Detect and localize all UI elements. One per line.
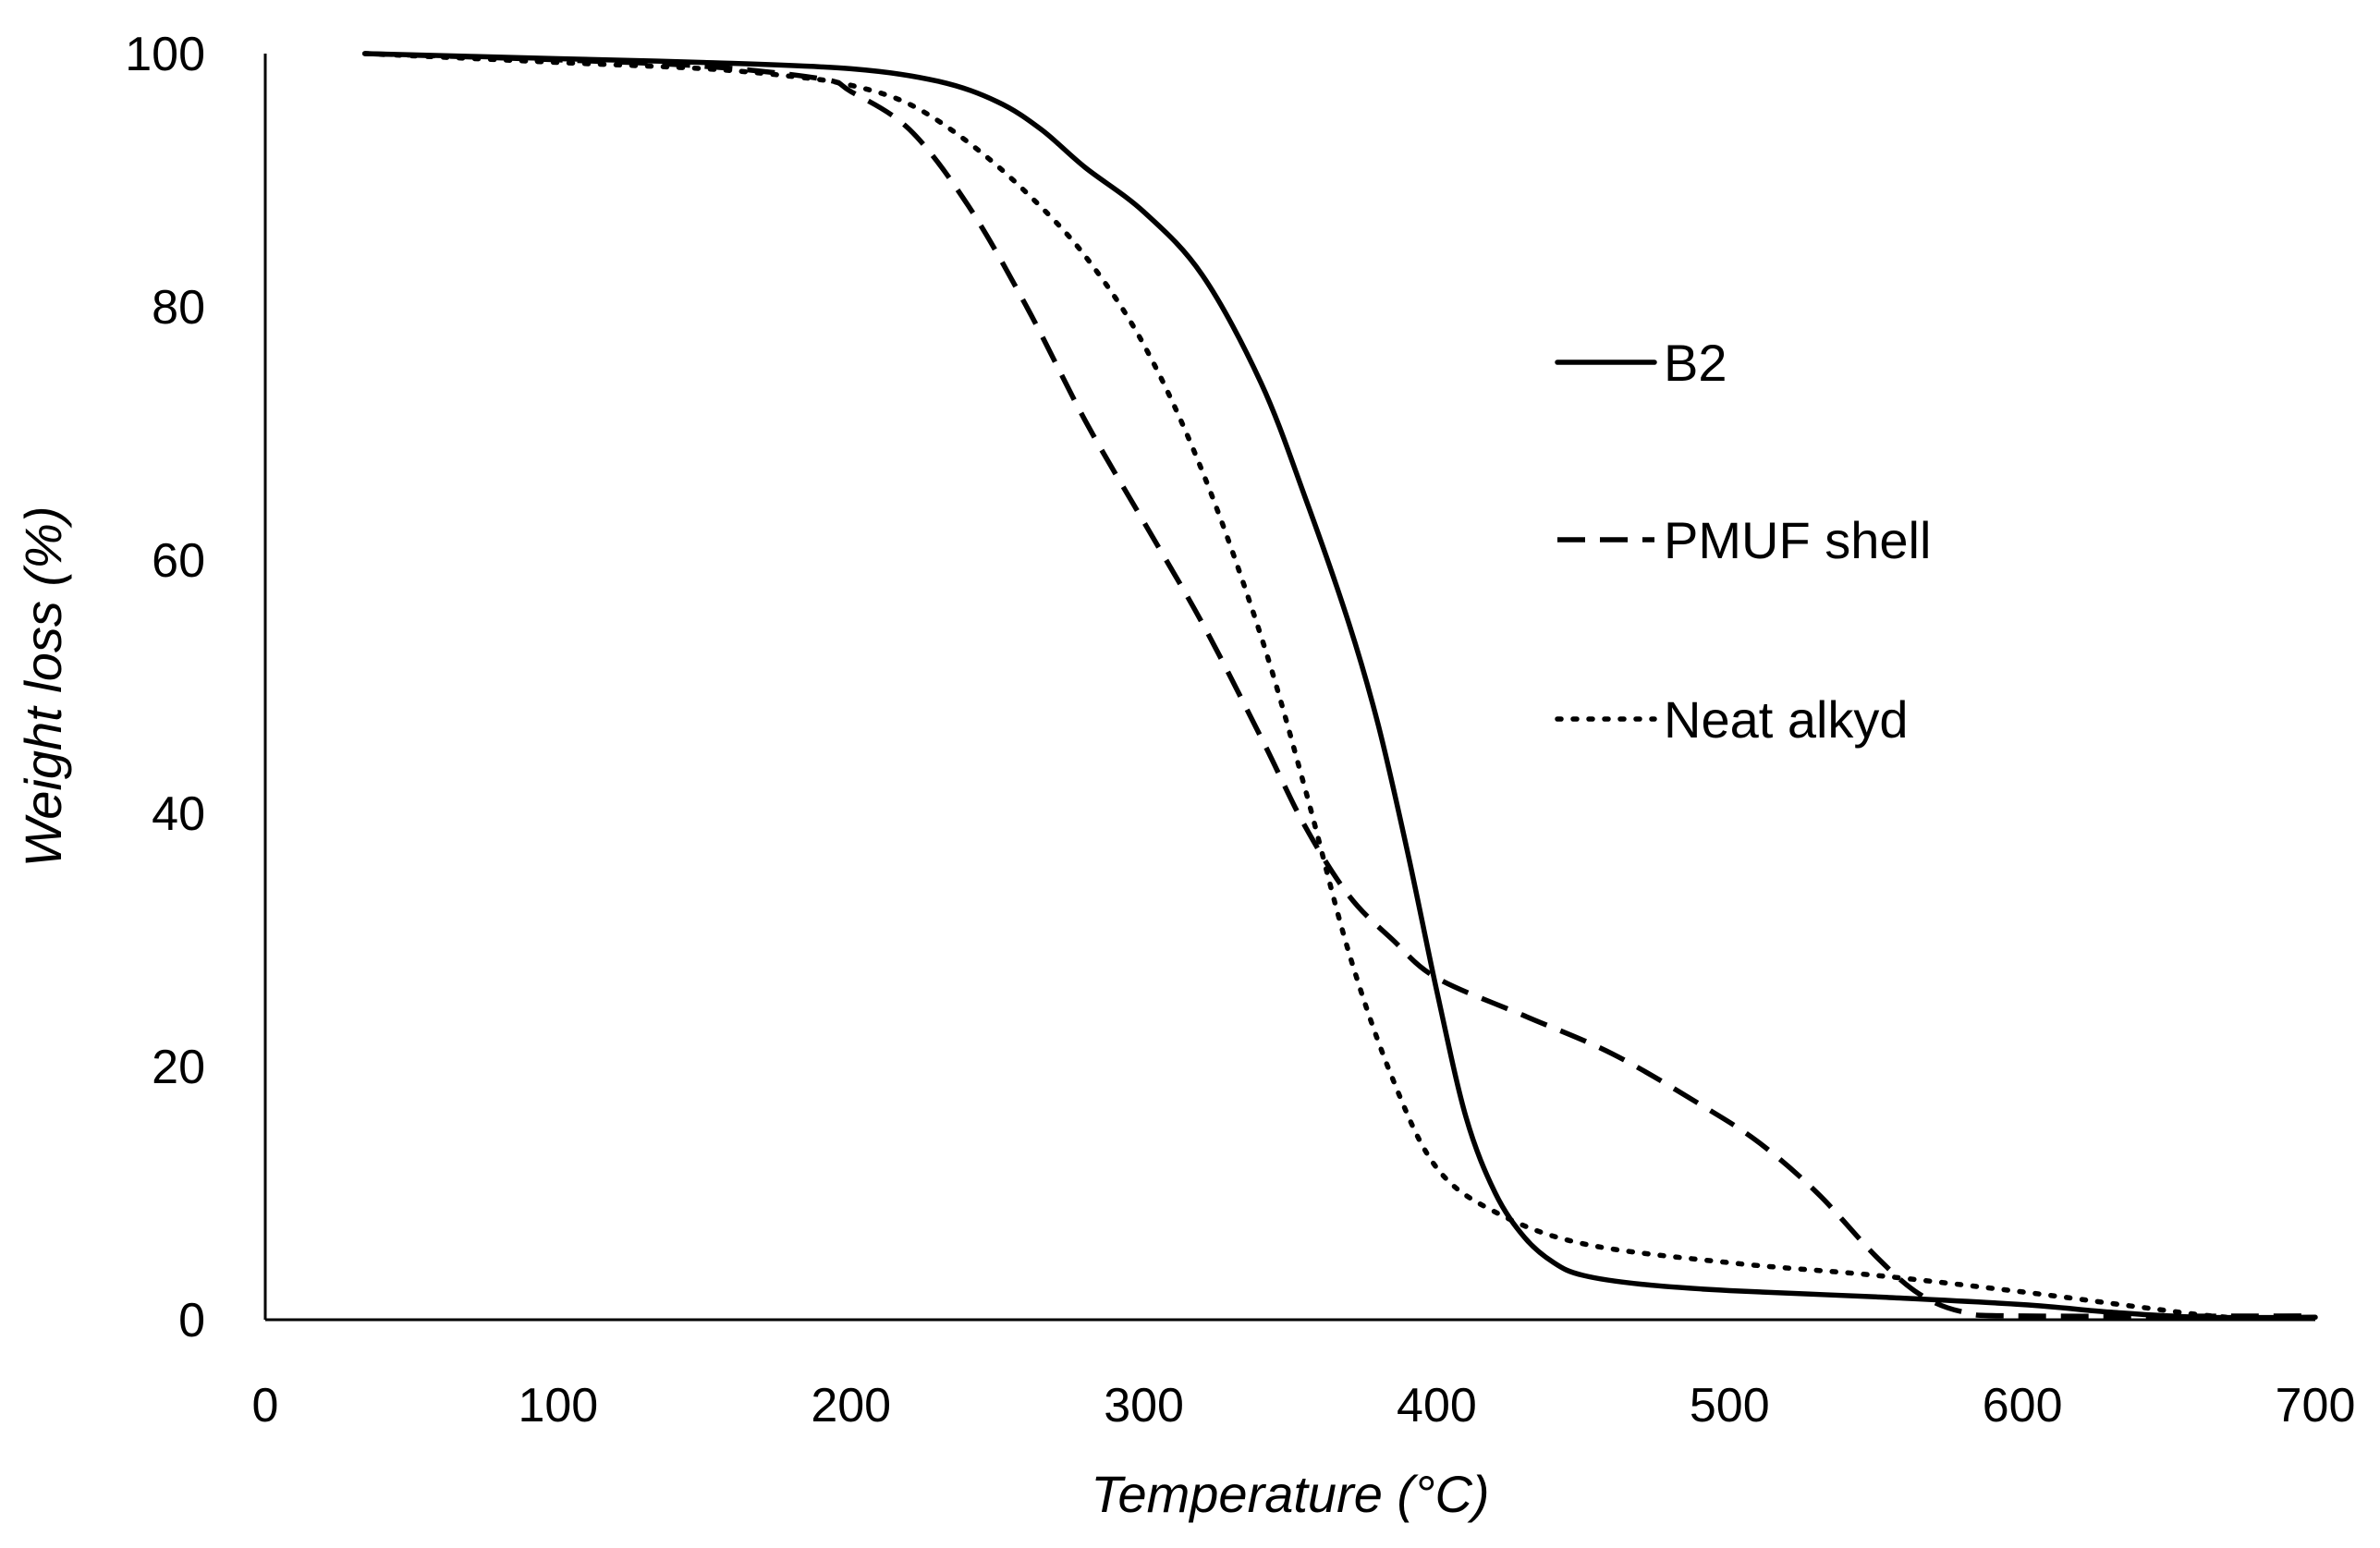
y-tick-label: 0 <box>178 1294 205 1347</box>
y-tick-label: 80 <box>152 281 205 335</box>
x-tick-label: 400 <box>1397 1379 1477 1432</box>
x-axis-ticks: 0 100 200 300 400 500 600 700 <box>252 1379 2356 1432</box>
series-line-neat-alkyd <box>361 51 2318 1322</box>
legend-label: PMUF shell <box>1664 511 1931 569</box>
y-tick-label: 40 <box>152 787 205 841</box>
series-layer <box>361 51 2318 1322</box>
legend-label: B2 <box>1664 334 1727 392</box>
legend-label: Neat alkyd <box>1664 690 1909 749</box>
x-tick-label: 300 <box>1104 1379 1184 1432</box>
x-tick-label: 500 <box>1690 1379 1770 1432</box>
y-axis-ticks: 0 20 40 60 80 100 <box>125 28 205 1347</box>
x-tick-label: 0 <box>252 1379 279 1432</box>
x-tick-label: 100 <box>518 1379 598 1432</box>
y-axis-title: Weight loss (%) <box>14 506 72 867</box>
x-axis-title: Temperature (°C) <box>1091 1465 1489 1523</box>
y-tick-label: 60 <box>152 534 205 588</box>
x-tick-label: 200 <box>811 1379 891 1432</box>
x-tick-label: 700 <box>2276 1379 2356 1432</box>
x-tick-label: 600 <box>1983 1379 2063 1432</box>
series-line-b2 <box>361 51 2318 1321</box>
y-tick-label: 100 <box>125 28 205 81</box>
plot-area <box>263 51 2318 1322</box>
series-line-pmuf-shell <box>364 51 2316 1319</box>
legend: B2 PMUF shell Neat alkyd <box>1555 334 1931 749</box>
y-tick-label: 20 <box>152 1041 205 1094</box>
